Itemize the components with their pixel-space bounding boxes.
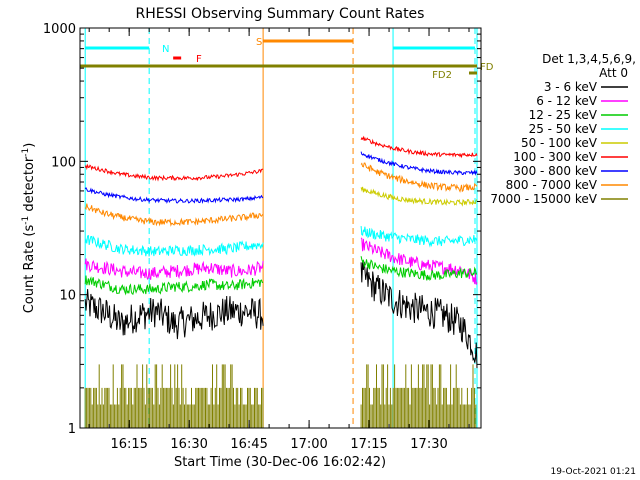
- x-tick-label: 17:15: [350, 437, 387, 452]
- plot-area: N F S FD FD2: [80, 28, 494, 428]
- legend-label-8: 7000 - 15000 keV: [490, 192, 597, 206]
- marker-label-fd: FD: [480, 62, 494, 73]
- series-1-segment-1: [84, 258, 264, 280]
- series-2-segment-2: [360, 256, 478, 281]
- series-2-segment-1: [84, 275, 264, 296]
- legend-label-3: 25 - 50 keV: [529, 122, 598, 136]
- legend-label-2: 12 - 25 keV: [529, 108, 598, 122]
- marker-label-n: N: [162, 44, 169, 55]
- series-0-segment-2: [360, 261, 478, 369]
- series-6-segment-2: [360, 151, 478, 176]
- y-tick-label: 100: [51, 155, 76, 170]
- legend-label-7: 800 - 7000 keV: [506, 178, 598, 192]
- timestamp: 19-Oct-2021 01:21: [551, 467, 636, 477]
- x-axis-label: Start Time (30-Dec-06 16:02:42): [174, 455, 386, 470]
- legend-label-5: 100 - 300 keV: [513, 150, 597, 164]
- series-5-segment-1: [84, 163, 264, 182]
- legend-label-1: 6 - 12 keV: [536, 94, 598, 108]
- x-tick-label: 17:30: [410, 437, 447, 452]
- legend-label-0: 3 - 6 keV: [544, 80, 598, 94]
- marker-label-fd2: FD2: [432, 70, 452, 81]
- plot-frame: [79, 27, 482, 429]
- y-axis-label-part1: Count Rate (s: [22, 225, 37, 314]
- series-1-segment-2: [360, 237, 478, 285]
- axes: 1 10 100 1000 16:15 16:30 16:45 17:00 17:15 17:30: [43, 22, 481, 452]
- chart-title: RHESSI Observing Summary Count Rates: [136, 6, 425, 22]
- legend-header-detectors: Det 1,3,4,5,6,9,: [542, 52, 636, 66]
- y-axis-label-sup1: -1: [21, 216, 31, 225]
- x-tick-label: 16:45: [230, 437, 267, 452]
- legend-label-4: 50 - 100 keV: [521, 136, 598, 150]
- series-4-segment-2: [360, 186, 478, 207]
- x-tick-label: 16:30: [170, 437, 207, 452]
- marker-label-f: F: [196, 54, 202, 65]
- y-axis-label: Count Rate (s-1 detector-1): [21, 143, 37, 314]
- legend-label-6: 300 - 800 keV: [513, 164, 597, 178]
- y-tick-label: 10: [59, 289, 76, 304]
- x-tick-label: 16:15: [110, 437, 147, 452]
- y-axis-label-part2: detector: [22, 156, 37, 216]
- series-3-segment-2: [360, 226, 478, 248]
- series-0-segment-1: [84, 289, 264, 340]
- x-tick-label: 17:00: [290, 437, 327, 452]
- series-3-segment-1: [84, 234, 264, 257]
- legend-header-attenuator: Att 0: [599, 66, 628, 80]
- y-axis-label-sup2: -1: [21, 148, 31, 157]
- marker-label-s: S: [256, 37, 262, 48]
- y-tick-label: 1000: [43, 22, 76, 37]
- y-axis-label-part3: ): [22, 143, 37, 148]
- series-5-segment-2: [360, 135, 478, 159]
- series-8-spikes-1: [84, 364, 264, 428]
- series-8-spikes-2: [360, 364, 477, 428]
- y-tick-label: 1: [68, 422, 76, 437]
- series-7-segment-2: [360, 162, 478, 193]
- series-7-segment-1: [84, 203, 264, 227]
- series-6-segment-1: [84, 186, 264, 205]
